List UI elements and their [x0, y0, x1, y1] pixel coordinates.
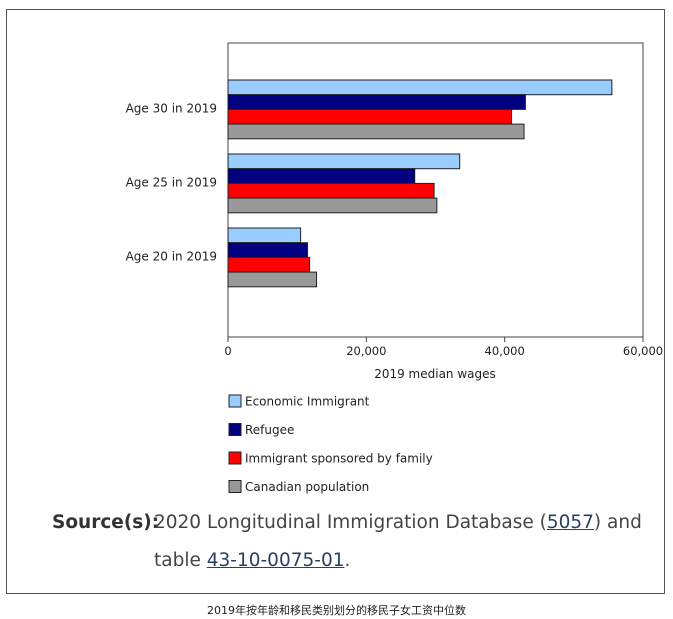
source-text: 2020 Longitudinal Immigration Database (… [154, 512, 642, 533]
legend-label-3: Canadian population [245, 480, 369, 494]
bar-canadian-population-2 [227, 271, 318, 288]
legend-label-1: Refugee [245, 423, 294, 437]
source-label: Source(s): [52, 512, 160, 533]
source-link-5057[interactable]: 5057 [546, 512, 594, 533]
bar-immigrant-sponsored-by-family-1 [227, 182, 435, 199]
bar-refugee-1 [227, 168, 416, 184]
legend-label-0: Economic Immigrant [245, 395, 370, 409]
category-label-2: Age 20 in 2019 [126, 249, 217, 263]
bar-immigrant-sponsored-by-family-0 [227, 108, 513, 125]
x-tick-label-1: 20,000 [346, 344, 386, 358]
bar-economic-immigrant-1 [227, 153, 461, 170]
x-axis-title: 2019 median wages [374, 367, 496, 381]
source-line-2: table 43-10-0075-01. [154, 550, 351, 571]
x-tick-label-2: 40,000 [485, 344, 525, 358]
x-tick-label-0: 0 [224, 344, 231, 358]
bar-refugee-2 [227, 242, 309, 258]
bar-canadian-population-0 [227, 123, 525, 140]
chart-caption: 2019年按年龄和移民类别划分的移民子女工资中位数 [207, 604, 466, 617]
x-tick-label-3: 60,000 [623, 344, 663, 358]
bar-economic-immigrant-2 [227, 227, 302, 244]
table-link[interactable]: 43-10-0075-01 [206, 550, 345, 571]
bar-immigrant-sponsored-by-family-2 [227, 256, 311, 273]
bar-refugee-0 [227, 94, 526, 110]
bar-economic-immigrant-0 [227, 79, 613, 96]
category-label-0: Age 30 in 2019 [126, 101, 217, 115]
legend-swatch-1 [228, 423, 242, 436]
bar-chart: Age 30 in 2019 Age 25 in 2019 Age 20 in 20… [126, 42, 663, 494]
category-label-1: Age 25 in 2019 [126, 175, 217, 189]
bar-canadian-population-1 [227, 197, 438, 214]
legend-swatch-3 [228, 480, 242, 493]
legend-swatch-2 [228, 451, 242, 465]
legend-swatch-0 [228, 394, 242, 408]
source-note: Source(s):2020 Longitudinal Immigration … [52, 504, 642, 580]
legend-label-2: Immigrant sponsored by family [245, 452, 433, 466]
